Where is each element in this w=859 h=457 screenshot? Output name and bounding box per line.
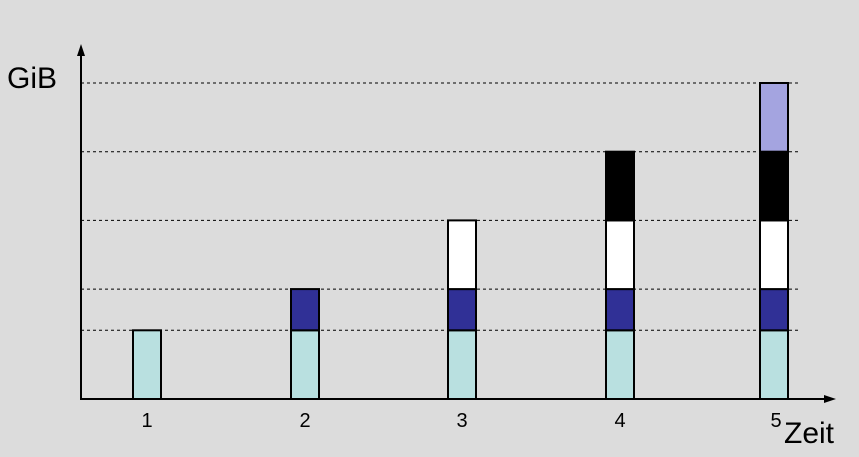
bar-segment <box>605 288 635 332</box>
x-tick-label: 5 <box>770 410 781 432</box>
bar-segment <box>759 329 789 401</box>
x-tick-label: 2 <box>299 410 310 432</box>
bar-segment <box>759 288 789 332</box>
bar-segment <box>447 288 477 332</box>
bar-segment <box>759 219 789 291</box>
bar-segment <box>132 329 162 401</box>
x-tick-label: 4 <box>614 410 625 432</box>
bar-segment <box>447 329 477 401</box>
x-tick-labels: 1 2 3 4 5 <box>141 410 781 432</box>
x-axis-label: Zeit <box>784 417 835 450</box>
bar-segment <box>605 150 635 222</box>
axes <box>77 44 836 403</box>
bar-segment <box>447 219 477 291</box>
bar-segment <box>759 150 789 222</box>
bar-segment <box>759 82 789 153</box>
x-tick-label: 3 <box>456 410 467 432</box>
y-axis-label: GiB <box>7 62 57 95</box>
bar-segment <box>290 329 320 401</box>
x-tick-label: 1 <box>141 410 152 432</box>
bar-segment <box>290 288 320 332</box>
grid <box>81 82 800 331</box>
y-axis-arrow-icon <box>77 44 85 56</box>
bar-segment <box>605 219 635 291</box>
bar-segment <box>605 329 635 401</box>
bars <box>132 82 789 401</box>
x-axis-arrow-icon <box>824 395 836 403</box>
